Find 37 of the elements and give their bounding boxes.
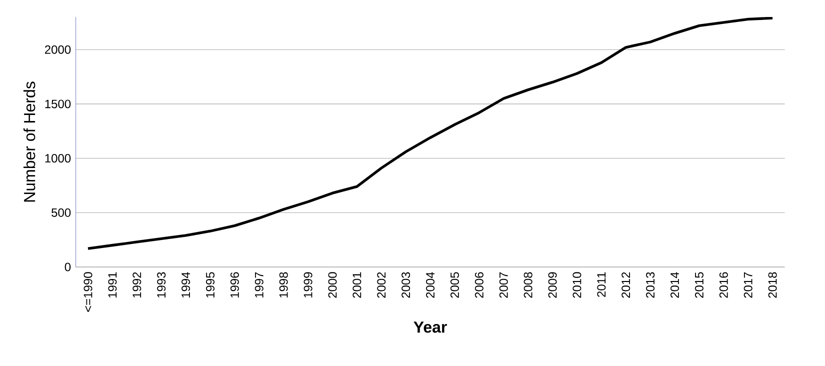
y-tick-label: 2000 bbox=[44, 45, 71, 54]
x-tick-label: 1991 bbox=[108, 272, 117, 298]
x-tick-label: 2014 bbox=[670, 272, 680, 298]
x-tick-label: 2017 bbox=[744, 272, 752, 298]
x-tick-label: 1999 bbox=[304, 272, 312, 298]
x-tick-label: 2007 bbox=[499, 272, 508, 298]
x-tick-label: 2015 bbox=[694, 272, 704, 298]
y-axis-title: Number of Herds bbox=[23, 82, 36, 202]
x-tick-label: 1994 bbox=[182, 272, 190, 298]
x-tick-label: 2013 bbox=[646, 272, 655, 298]
x-tick-label: 1998 bbox=[279, 272, 288, 298]
x-tick-label: 2008 bbox=[524, 272, 532, 298]
y-tick-label: 1500 bbox=[45, 100, 71, 108]
x-tick-label: 2016 bbox=[719, 272, 728, 298]
y-tick-label: 500 bbox=[52, 208, 71, 217]
x-tick-label: 1995 bbox=[206, 272, 215, 298]
x-tick-label: 1993 bbox=[157, 272, 166, 298]
x-tick-label: 2011 bbox=[597, 272, 606, 297]
x-tick-label: 2010 bbox=[572, 272, 582, 298]
x-tick-label: 2004 bbox=[426, 272, 435, 298]
x-tick-label: 2005 bbox=[450, 272, 459, 298]
x-tick-label: 2012 bbox=[622, 272, 630, 298]
x-tick-label: 2000 bbox=[328, 272, 337, 298]
x-tick-label: 2001 bbox=[352, 272, 362, 298]
line-series bbox=[86, 16, 774, 250]
x-tick-label: 1996 bbox=[230, 272, 239, 298]
x-tick-label: <=1990 bbox=[84, 272, 92, 312]
y-tick-label: 1000 bbox=[45, 154, 71, 163]
x-tick-label: 2003 bbox=[402, 272, 410, 298]
x-tick-label: 1997 bbox=[254, 272, 264, 298]
x-tick-label: 1992 bbox=[132, 272, 142, 298]
x-tick-label: 2009 bbox=[548, 272, 557, 298]
x-tick-label: 2018 bbox=[768, 272, 777, 298]
x-axis-title: Year bbox=[414, 322, 447, 333]
y-tick-label: 0 bbox=[64, 262, 71, 272]
x-tick-label: 2006 bbox=[474, 272, 484, 298]
x-tick-label: 2002 bbox=[377, 272, 386, 298]
